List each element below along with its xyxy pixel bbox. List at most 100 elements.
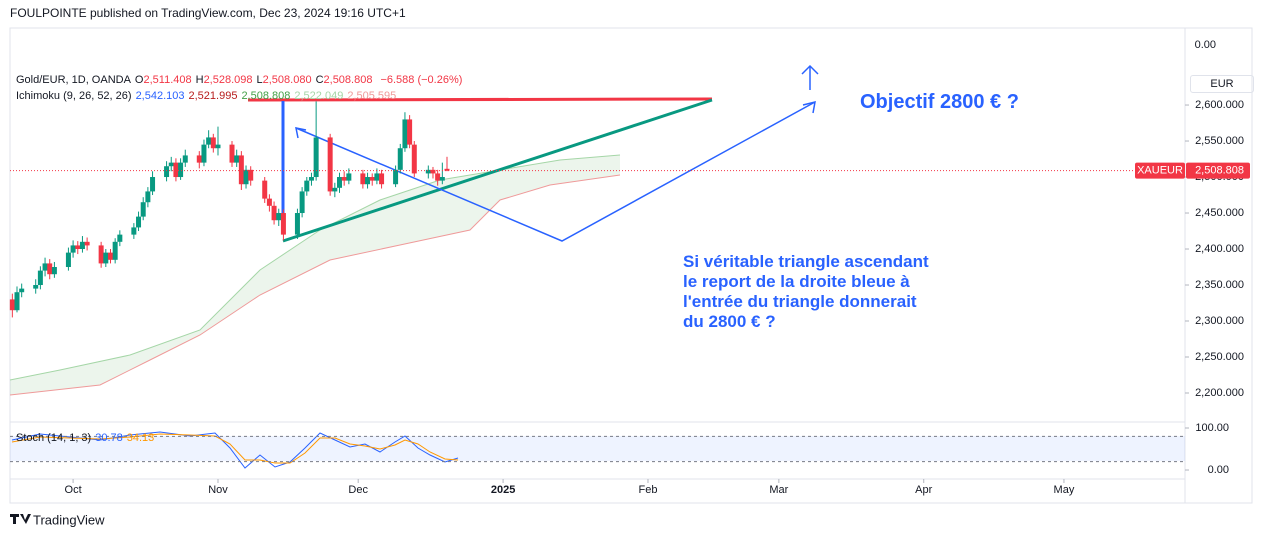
x-tick-label: 2025 xyxy=(491,484,515,496)
candle-body xyxy=(145,191,151,203)
candle-body xyxy=(435,173,441,181)
indicator-value: 2,542.103 xyxy=(135,90,185,102)
candle-body xyxy=(164,166,170,178)
candle-body xyxy=(346,173,352,181)
indicator-value: 2,522.049 xyxy=(294,90,344,102)
price-tag-label: 2,508.808 xyxy=(1195,165,1244,177)
candle-body xyxy=(374,173,380,181)
overlay-tick-label: 0.00 xyxy=(1195,39,1216,51)
candle-body xyxy=(444,168,450,171)
logo xyxy=(10,514,31,524)
legend-label: H xyxy=(195,74,204,86)
stoch-band xyxy=(10,436,1185,461)
cloud-area xyxy=(10,155,620,395)
candle-body xyxy=(327,137,333,192)
candle-body xyxy=(262,180,268,199)
stoch-d xyxy=(11,433,459,464)
candle-body xyxy=(196,155,202,163)
candle-body xyxy=(266,198,272,206)
candle-body xyxy=(238,155,244,185)
candle-body xyxy=(19,288,25,293)
stoch-tick-label: 100.00 xyxy=(1195,422,1229,434)
x-tick-label: Mar xyxy=(769,484,788,496)
price-tag xyxy=(1186,162,1250,179)
comment-line: Si véritable triangle ascendant xyxy=(683,252,929,271)
candle-body xyxy=(37,270,43,286)
logo-mark xyxy=(10,514,31,524)
change: −6.588 (−0.26%) xyxy=(380,74,463,86)
candle-body xyxy=(117,234,123,242)
indicator-value: 2,521.995 xyxy=(188,90,238,102)
arrow-head xyxy=(295,127,307,139)
stoch-value: 30.78 xyxy=(95,432,123,444)
legend-label: L xyxy=(256,74,263,86)
stoch-tick-label: 0.00 xyxy=(1208,464,1229,476)
candle-body xyxy=(136,216,142,228)
y-tick-label: 2,450.000 xyxy=(1195,207,1244,219)
candle-body xyxy=(33,285,39,289)
indicator-values: 2,542.103 2,521.995 2,508.808 2,522.049 2,50… xyxy=(136,90,401,102)
symbol-tag-label: XAUEUR xyxy=(1137,165,1183,177)
y-tick-label: 2,350.000 xyxy=(1195,279,1244,291)
frame xyxy=(9,27,1253,504)
candle-body xyxy=(407,119,413,145)
comment-note: Si véritable triangle ascendant le report… xyxy=(683,252,929,332)
indicator-legend: Ichimoku (9, 26, 52, 26) 2,542.103 2,521.9… xyxy=(16,90,404,102)
candle-body xyxy=(51,267,57,275)
candle-body xyxy=(9,299,15,311)
candle-body xyxy=(234,155,240,163)
stoch-value: 34.13 xyxy=(126,432,155,444)
candle-body xyxy=(337,177,343,188)
candle-body xyxy=(411,144,417,174)
span-b xyxy=(9,174,621,396)
x-tick-label: Apr xyxy=(915,484,932,496)
stoch-values: 30.78 34.13 xyxy=(95,432,158,444)
candle-body xyxy=(173,162,179,178)
arrow-head xyxy=(801,64,819,75)
candle-body xyxy=(430,169,436,174)
candle-body xyxy=(206,137,212,145)
candle-body xyxy=(42,263,48,271)
symbol: Gold/EUR, 1D, OANDA xyxy=(16,74,131,86)
candle-body xyxy=(365,177,371,185)
y-tick-label: 2,300.000 xyxy=(1195,315,1244,327)
candle-body xyxy=(425,169,431,174)
candle-body xyxy=(168,162,174,167)
candle-body xyxy=(201,144,207,163)
comment-line: l'entrée du triangle donnerait xyxy=(683,292,917,311)
candle-body xyxy=(393,169,399,185)
candle-body xyxy=(182,155,188,163)
candle-body xyxy=(313,137,319,178)
stoch-k xyxy=(11,431,459,469)
candle-body xyxy=(280,213,286,235)
candle-body xyxy=(65,252,71,268)
candle-body xyxy=(248,169,254,181)
candle-body xyxy=(360,173,366,185)
legend-label: C xyxy=(315,74,324,86)
indicator-value: 2,508.808 xyxy=(241,90,291,102)
candles xyxy=(9,101,450,318)
candle-body xyxy=(229,144,235,163)
candle-body xyxy=(304,180,310,192)
candle-body xyxy=(140,202,146,217)
legend-label: O xyxy=(134,74,144,86)
candle-body xyxy=(276,213,282,221)
ohlc-legend: O2,511.408 H2,528.098 L2,508.080 C2,508.808 xyxy=(135,74,377,86)
candle-body xyxy=(210,137,216,149)
stoch-legend: Stoch (14, 1, 3) 30.78 34.13 xyxy=(16,432,162,444)
y-tick-label: 2,200.000 xyxy=(1195,387,1244,399)
candle-body xyxy=(178,162,184,178)
candle-body xyxy=(397,148,403,170)
candle-body xyxy=(294,213,300,235)
candle-body xyxy=(75,245,81,250)
y-tick-label: 2,400.000 xyxy=(1195,243,1244,255)
y-tick-label: 2,250.000 xyxy=(1195,351,1244,363)
currency: EUR xyxy=(1190,75,1254,93)
symbol-legend: Gold/EUR, 1D, OANDA O2,511.408 H2,528.098 L… xyxy=(16,74,466,86)
candle-body xyxy=(271,205,277,221)
comment-line: le report de la droite bleue à xyxy=(683,272,910,291)
candle-body xyxy=(79,241,85,250)
legend-value: 2,511.408 xyxy=(143,74,192,86)
candle-body xyxy=(107,252,113,260)
candle-body xyxy=(70,245,76,253)
